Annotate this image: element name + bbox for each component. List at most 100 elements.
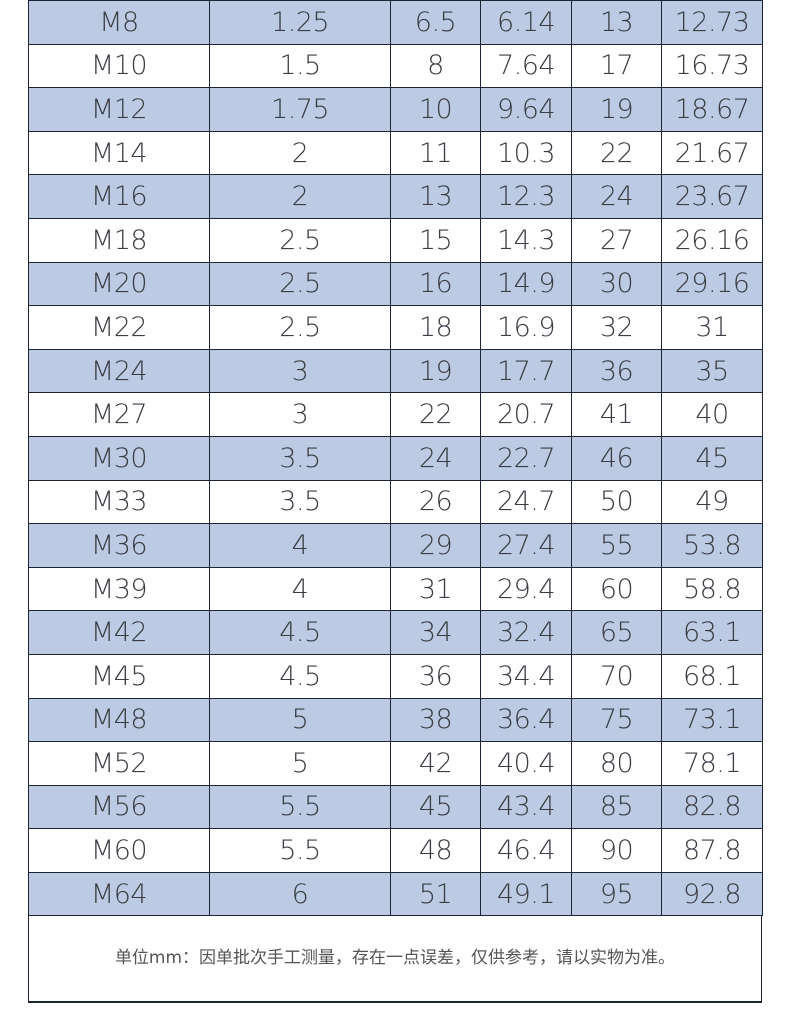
table-cell: M30	[28, 435, 210, 481]
table-cell: 29.16	[661, 261, 763, 307]
table-cell: 82.8	[661, 784, 763, 830]
table-cell: M14	[28, 130, 210, 176]
table-row: M36 4 29 27.4 55 53.8	[28, 523, 763, 568]
table-cell: M22	[28, 305, 210, 350]
table-row: M60 5.5 48 46.4 90 87.8	[28, 828, 763, 873]
table-cell: 46	[571, 435, 662, 481]
table-cell: 3.5	[209, 435, 391, 481]
table-cell: 38	[390, 697, 481, 743]
table-cell: 35	[661, 348, 763, 394]
table-row: M56 5.5 45 43.4 85 82.8	[28, 784, 763, 830]
table-row: M18 2.5 15 14.3 27 26.16	[28, 217, 763, 263]
table-cell: 68.1	[661, 653, 763, 699]
table-cell: 6	[209, 871, 391, 917]
table-cell: 14.9	[480, 261, 572, 307]
spec-table-container: M8 1.25 6.5 6.14 13 12.73 M10 1.5 8 7.64 17 16.73 M1…	[28, 0, 763, 1004]
table-cell: 24	[571, 174, 662, 219]
table-cell: 9.64	[480, 87, 572, 132]
table-cell: 3	[209, 392, 391, 437]
table-cell: 17.7	[480, 348, 572, 394]
table-cell: M10	[28, 43, 210, 89]
table-cell: 5	[209, 741, 391, 786]
table-cell: 78.1	[661, 741, 763, 786]
table-cell: 26.16	[661, 217, 763, 263]
table-cell: M16	[28, 174, 210, 219]
table-cell: 29.4	[480, 566, 572, 612]
table-cell: 29	[390, 523, 481, 568]
table-cell: M60	[28, 828, 210, 873]
table-cell: 22	[571, 130, 662, 176]
measurement-note: 单位mm：因单批次手工测量，存在一点误差，仅供参考，请以实物为准。	[28, 916, 762, 1004]
table-cell: 41	[571, 392, 662, 437]
table-cell: 50	[571, 479, 662, 525]
bolt-spec-table: M8 1.25 6.5 6.14 13 12.73 M10 1.5 8 7.64 17 16.73 M1…	[28, 0, 763, 917]
table-cell: 80	[571, 741, 662, 786]
table-row: M24 3 19 17.7 36 35	[28, 348, 763, 394]
table-cell: 6.14	[480, 0, 572, 45]
table-cell: M42	[28, 610, 210, 655]
table-cell: 10.3	[480, 130, 572, 176]
table-cell: 1.25	[209, 0, 391, 45]
table-row: M45 4.5 36 34.4 70 68.1	[28, 653, 763, 699]
table-cell: 87.8	[661, 828, 763, 873]
table-cell: 26	[390, 479, 481, 525]
table-cell: 20.7	[480, 392, 572, 437]
table-cell: 65	[571, 610, 662, 655]
table-cell: 60	[571, 566, 662, 612]
table-cell: 55	[571, 523, 662, 568]
table-cell: M18	[28, 217, 210, 263]
table-cell: 45	[661, 435, 763, 481]
table-cell: M48	[28, 697, 210, 743]
table-cell: 16.73	[661, 43, 763, 89]
table-cell: 70	[571, 653, 662, 699]
table-cell: 17	[571, 43, 662, 89]
table-cell: 1.75	[209, 87, 391, 132]
table-cell: 34	[390, 610, 481, 655]
table-cell: 16	[390, 261, 481, 307]
table-cell: 5.5	[209, 828, 391, 873]
table-cell: 32	[571, 305, 662, 350]
table-cell: 13	[390, 174, 481, 219]
table-cell: 40.4	[480, 741, 572, 786]
table-cell: 15	[390, 217, 481, 263]
table-cell: 11	[390, 130, 481, 176]
table-cell: 18	[390, 305, 481, 350]
table-cell: 2.5	[209, 261, 391, 307]
table-row: M12 1.75 10 9.64 19 18.67	[28, 87, 763, 132]
table-cell: 7.64	[480, 43, 572, 89]
table-cell: 6.5	[390, 0, 481, 45]
table-cell: 21.67	[661, 130, 763, 176]
table-cell: 3	[209, 348, 391, 394]
table-cell: M64	[28, 871, 210, 917]
table-cell: 95	[571, 871, 662, 917]
table-cell: 23.67	[661, 174, 763, 219]
table-cell: 18.67	[661, 87, 763, 132]
table-cell: 36	[390, 653, 481, 699]
table-cell: 58.8	[661, 566, 763, 612]
table-cell: 5	[209, 697, 391, 743]
table-cell: 53.8	[661, 523, 763, 568]
table-cell: 2.5	[209, 305, 391, 350]
table-cell: M39	[28, 566, 210, 612]
table-cell: 8	[390, 43, 481, 89]
table-cell: M56	[28, 784, 210, 830]
table-cell: 1.5	[209, 43, 391, 89]
table-cell: 34.4	[480, 653, 572, 699]
table-row: M48 5 38 36.4 75 73.1	[28, 697, 763, 743]
table-cell: M8	[28, 0, 210, 45]
table-cell: 13	[571, 0, 662, 45]
table-row: M14 2 11 10.3 22 21.67	[28, 130, 763, 176]
table-cell: 40	[661, 392, 763, 437]
table-row: M30 3.5 24 22.7 46 45	[28, 435, 763, 481]
table-cell: 30	[571, 261, 662, 307]
table-cell: 49.1	[480, 871, 572, 917]
table-cell: 10	[390, 87, 481, 132]
table-cell: 19	[390, 348, 481, 394]
table-cell: 31	[661, 305, 763, 350]
table-cell: 19	[571, 87, 662, 132]
table-cell: 2	[209, 130, 391, 176]
table-row: M64 6 51 49.1 95 92.8	[28, 871, 763, 917]
table-row: M8 1.25 6.5 6.14 13 12.73	[28, 0, 763, 45]
table-cell: 49	[661, 479, 763, 525]
table-cell: M27	[28, 392, 210, 437]
